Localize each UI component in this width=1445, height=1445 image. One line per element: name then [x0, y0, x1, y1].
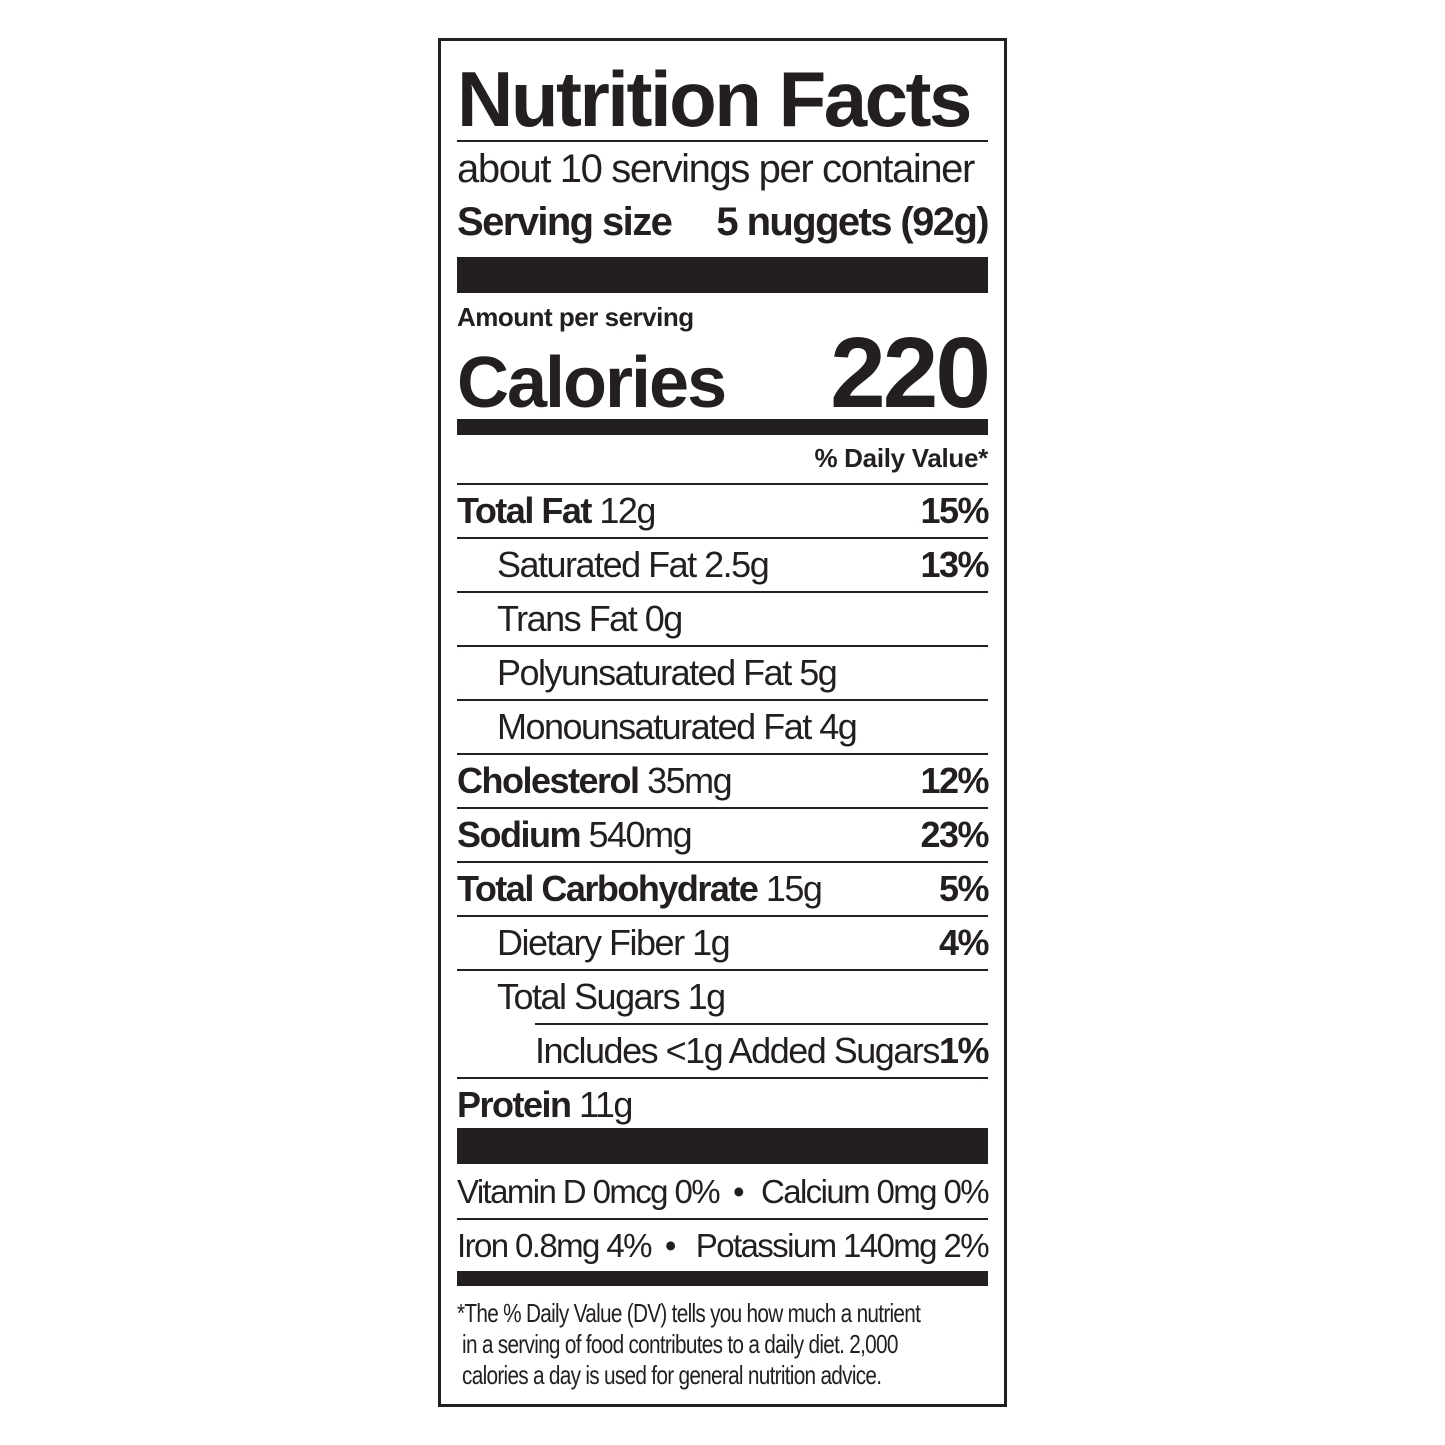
nutrient-label: Trans Fat 0g [497, 598, 684, 640]
title: Nutrition Facts [457, 55, 972, 143]
nutrient-name: Cholesterol [457, 760, 640, 801]
divider [457, 537, 988, 539]
nutrition-facts-panel: Nutrition Facts about 10 servings per co… [438, 38, 1007, 1407]
amount-per-serving: Amount per serving [457, 302, 694, 332]
nutrient-amount: 4g [819, 706, 858, 747]
nutrient-name: Total Fat [457, 490, 592, 531]
nutrient-daily-value: 4% [938, 922, 990, 963]
serving-size: Serving size 5 nuggets (92g) [457, 199, 990, 245]
divider [457, 969, 988, 971]
divider [457, 915, 988, 917]
divider [457, 483, 988, 485]
nutrient-label: Sodium 540mg [457, 814, 693, 856]
vitamin-left: Vitamin D 0mcg 0% [457, 1173, 721, 1210]
serving-size-label: Serving size [457, 200, 673, 244]
calories-label: Calories [457, 343, 727, 423]
nutrient-row: Includes <1g Added Sugars 1% [457, 1024, 990, 1078]
vitamin-row: Vitamin D 0mcg 0% • Calcium 0mg 0% [457, 1165, 990, 1219]
thick-bar [457, 257, 988, 293]
nutrient-label: Polyunsaturated Fat 5g [497, 652, 838, 694]
nutrient-row: Total Sugars 1g [457, 970, 988, 1024]
divider [535, 1023, 988, 1025]
nutrient-daily-value: 5% [938, 868, 990, 909]
footnote-line: in a serving of food contributes to a da… [457, 1329, 898, 1359]
divider [457, 645, 988, 647]
divider [457, 807, 988, 809]
nutrient-daily-value: 1% [938, 1030, 990, 1071]
nutrient-row: Cholesterol 35mg 12% [457, 754, 989, 808]
nutrient-row: Sodium 540mg 23% [457, 808, 989, 862]
calories-value: 220 [830, 317, 991, 429]
nutrient-amount: 0g [644, 598, 684, 639]
nutrient-amount: 35mg [647, 760, 733, 801]
nutrient-label: Protein 11g [457, 1084, 633, 1126]
daily-value-header: % Daily Value* [814, 443, 988, 473]
divider [457, 1218, 988, 1220]
nutrient-amount: 12g [599, 490, 656, 531]
nutrient-daily-value: 23% [920, 814, 989, 855]
nutrient-name: Saturated Fat [497, 544, 697, 585]
calories: Calories 220 [457, 317, 991, 429]
nutrient-row: Total Fat 12g 15% [457, 484, 989, 538]
servings-per-container: about 10 servings per container [457, 147, 975, 191]
nutrient-row: Trans Fat 0g [457, 592, 988, 646]
nutrient-amount: 2.5g [704, 544, 770, 585]
nutrient-amount: 5g [799, 652, 838, 693]
nutrient-label: Total Carbohydrate 15g [457, 868, 823, 910]
nutrient-row: Saturated Fat 2.5g 13% [457, 538, 989, 592]
nutrient-daily-value: 12% [920, 760, 989, 801]
divider [457, 753, 988, 755]
footnote-line: calories a day is used for general nutri… [457, 1360, 882, 1390]
nutrient-name: Monounsaturated Fat [497, 706, 812, 747]
nutrient-amount: 1g [687, 976, 727, 1017]
thick-bar [457, 1128, 988, 1164]
vitamin-row: Iron 0.8mg 4% • Potassium 140mg 2% [457, 1219, 990, 1273]
medium-bar [457, 1271, 988, 1286]
nutrient-name: Trans Fat [497, 598, 638, 639]
nutrient-label: Dietary Fiber 1g [497, 922, 731, 964]
nutrient-amount: 1g [692, 922, 731, 963]
nutrient-name: Includes <1g Added Sugars [535, 1030, 940, 1071]
medium-bar [457, 419, 988, 435]
nutrient-amount: 540mg [588, 814, 693, 855]
nutrient-name: Dietary Fiber [497, 922, 685, 963]
vitamin-right: Potassium 140mg 2% [695, 1227, 990, 1264]
nutrient-row: Protein 11g [457, 1078, 988, 1132]
nutrient-amount: 15g [765, 868, 823, 909]
nutrient-name: Protein [457, 1084, 572, 1125]
divider [457, 1077, 988, 1079]
nutrient-label: Includes <1g Added Sugars [535, 1030, 940, 1072]
bullet: • [732, 1173, 745, 1210]
divider [457, 699, 988, 701]
nutrient-label: Saturated Fat 2.5g [497, 544, 770, 586]
nutrient-row: Polyunsaturated Fat 5g [457, 646, 988, 700]
nutrient-name: Total Sugars [497, 976, 681, 1017]
vitamin-left: Iron 0.8mg 4% [457, 1227, 652, 1264]
divider [457, 861, 988, 863]
nutrient-label: Total Sugars 1g [497, 976, 727, 1018]
footnote: *The % Daily Value (DV) tells you how mu… [457, 1298, 921, 1391]
divider [457, 591, 988, 593]
nutrient-row: Dietary Fiber 1g 4% [457, 916, 990, 970]
nutrient-name: Sodium [457, 814, 582, 855]
bullet: • [664, 1227, 677, 1264]
nutrient-amount: 11g [579, 1084, 633, 1125]
nutrient-row: Total Carbohydrate 15g 5% [457, 862, 990, 916]
nutrient-label: Total Fat 12g [457, 490, 656, 532]
nutrient-daily-value: 15% [920, 490, 989, 531]
serving-size-value: 5 nuggets (92g) [716, 200, 989, 244]
nutrient-label: Cholesterol 35mg [457, 760, 733, 802]
nutrient-name: Polyunsaturated Fat [497, 652, 792, 693]
divider [457, 140, 988, 142]
nutrient-daily-value: 13% [920, 544, 989, 585]
footnote-line: *The % Daily Value (DV) tells you how mu… [457, 1298, 921, 1328]
vitamin-right: Calcium 0mg 0% [760, 1173, 990, 1210]
nutrient-name: Total Carbohydrate [457, 868, 759, 909]
nutrient-row: Monounsaturated Fat 4g [457, 700, 988, 754]
nutrient-label: Monounsaturated Fat 4g [497, 706, 858, 748]
